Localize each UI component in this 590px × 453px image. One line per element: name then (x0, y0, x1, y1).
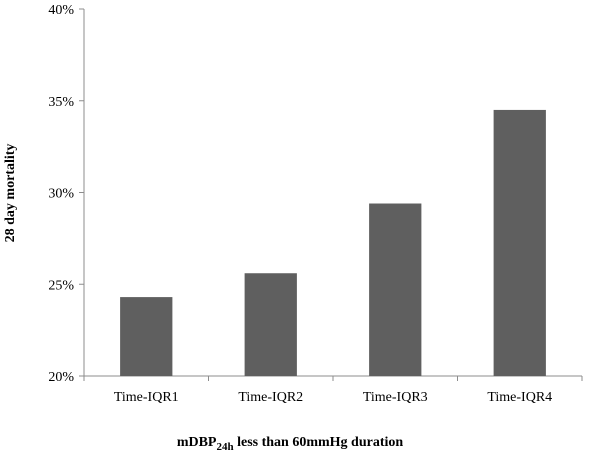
y-tick-label: 25% (48, 278, 74, 293)
x-axis-title-subscript: 24h (216, 441, 233, 453)
x-axis: Time-IQR1 Time-IQR2 Time-IQR3 Time-IQR4 (83, 375, 583, 405)
x-axis-title-prefix: mDBP (177, 435, 217, 450)
bar-time-iqr3 (369, 203, 422, 376)
y-tick-label: 40% (48, 3, 74, 18)
x-tick-label: Time-IQR3 (363, 390, 428, 405)
y-axis-title: 28 day mortality (3, 144, 18, 243)
x-tick-label: Time-IQR1 (114, 390, 179, 405)
bar-time-iqr4 (493, 109, 546, 377)
y-tick-label: 30% (48, 187, 74, 202)
bar-time-iqr1 (120, 297, 173, 376)
x-tick-label: Time-IQR2 (238, 390, 303, 405)
bar-time-iqr2 (244, 273, 297, 376)
x-axis-title: mDBP24h less than 60mmHg duration (177, 435, 404, 453)
x-tick-label: Time-IQR4 (487, 390, 552, 405)
bars (120, 109, 546, 377)
y-axis: 20% 25% 30% 35% 40% (48, 3, 85, 385)
y-tick-label: 20% (48, 370, 74, 385)
y-tick-label: 35% (48, 95, 74, 110)
x-axis-title-suffix: less than 60mmHg duration (234, 435, 404, 450)
